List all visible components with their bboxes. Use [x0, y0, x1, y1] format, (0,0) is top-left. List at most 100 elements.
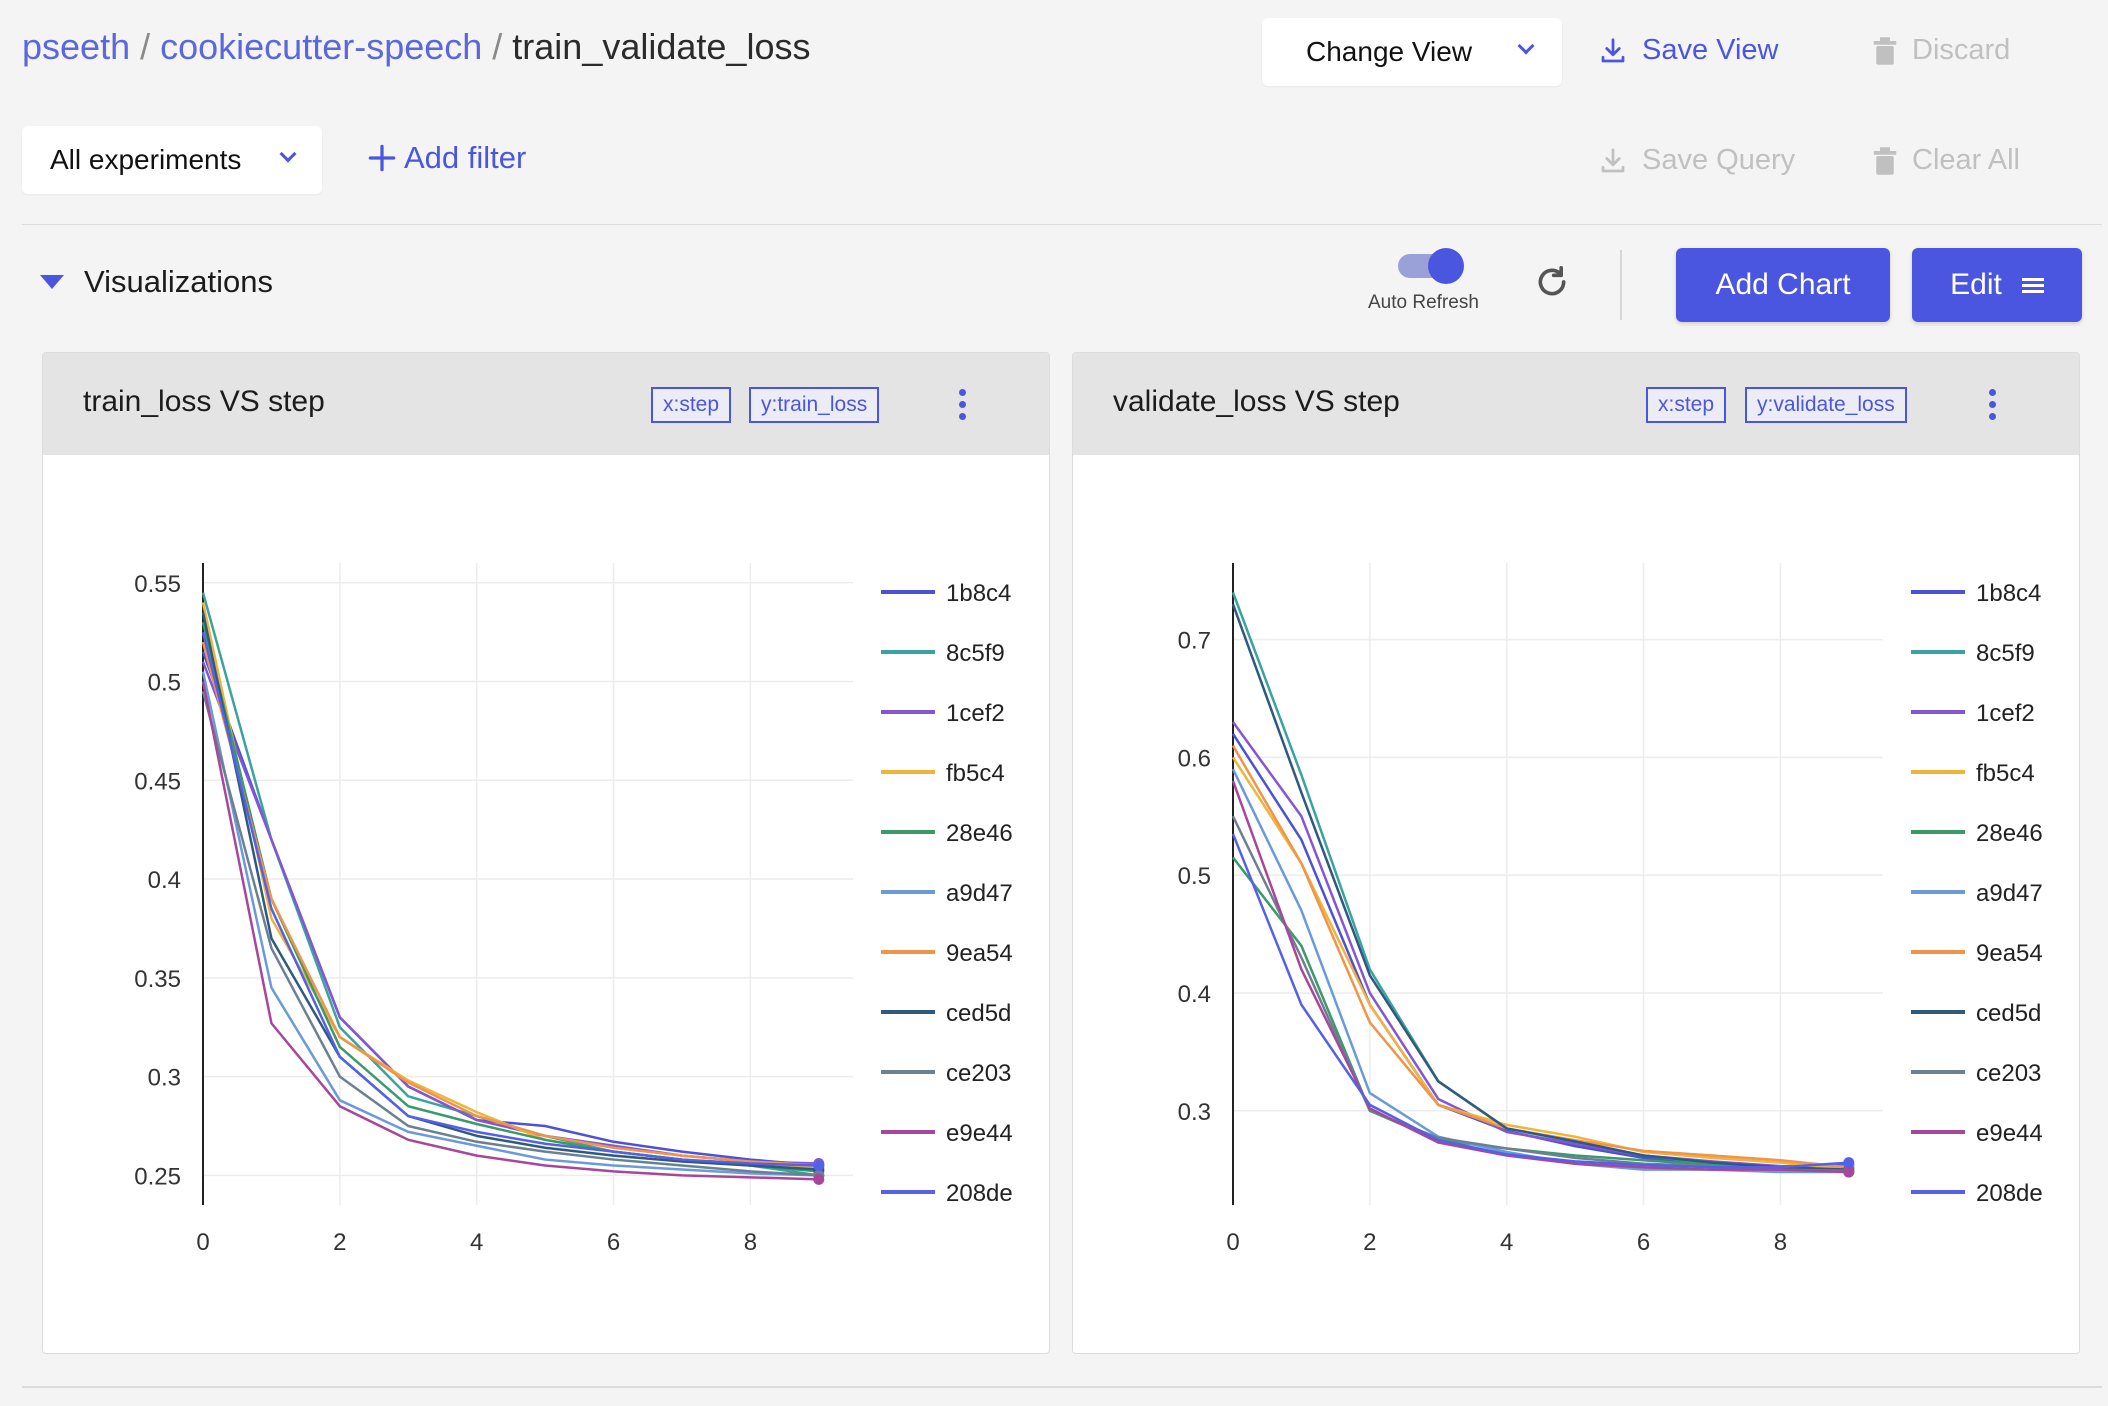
x-axis-tag[interactable]: x:step — [651, 387, 732, 423]
legend-item-8c5f9[interactable]: 8c5f9 — [1976, 640, 2035, 667]
legend-item-208de[interactable]: 208de — [1976, 1180, 2043, 1207]
x-tick-label: 8 — [1774, 1229, 1787, 1256]
series-line-e9e44[interactable] — [201, 681, 819, 1181]
change-view-select[interactable]: Change View — [1262, 18, 1562, 86]
experiments-select-label: All experiments — [50, 144, 242, 175]
visualizations-toggle[interactable]: Visualizations — [40, 264, 273, 300]
discard-button[interactable]: Discard — [1872, 34, 2010, 67]
series-line-a9d47[interactable] — [201, 671, 819, 1177]
x-tick-label: 2 — [333, 1229, 346, 1256]
series-endpoint-e9e44[interactable] — [813, 1173, 825, 1185]
toolbar-divider — [1620, 250, 1622, 320]
caret-down-icon — [40, 275, 64, 289]
x-tick-label: 0 — [196, 1229, 209, 1256]
chevron-down-icon — [279, 145, 297, 163]
edit-label: Edit — [1950, 268, 2002, 301]
legend-item-fb5c4[interactable]: fb5c4 — [946, 760, 1005, 787]
series-line-1cef2[interactable] — [201, 661, 819, 1165]
y-tick-label: 0.6 — [1178, 745, 1211, 772]
chart-card-header: train_loss VS step x:step y:train_loss — [43, 353, 1049, 455]
breadcrumb-view-name: train_validate_loss — [512, 26, 811, 67]
save-query-button[interactable]: Save Query — [1598, 144, 1795, 177]
legend-item-28e46[interactable]: 28e46 — [946, 820, 1013, 847]
toggle-knob — [1428, 248, 1464, 284]
refresh-button[interactable] — [1532, 262, 1572, 307]
series-endpoint-e9e44[interactable] — [1843, 1166, 1855, 1178]
chevron-down-icon — [1517, 37, 1535, 55]
legend-item-9ea54[interactable]: 9ea54 — [946, 940, 1013, 967]
legend-item-ced5d[interactable]: ced5d — [946, 1000, 1011, 1027]
breadcrumb: pseeth / cookiecutter-speech / train_val… — [22, 26, 810, 68]
refresh-icon — [1538, 266, 1566, 296]
clear-all-button[interactable]: Clear All — [1872, 144, 2020, 177]
chart-title: validate_loss VS step — [1113, 385, 1400, 418]
legend-item-ce203[interactable]: ce203 — [946, 1060, 1011, 1087]
legend-item-208de[interactable]: 208de — [946, 1180, 1013, 1207]
download-icon — [1601, 147, 1625, 172]
series-line-ced5d[interactable] — [1231, 603, 1849, 1171]
legend-item-ced5d[interactable]: ced5d — [1976, 1000, 2041, 1027]
x-tick-label: 0 — [1226, 1229, 1239, 1256]
auto-refresh-toggle[interactable] — [1398, 246, 1466, 286]
x-tick-label: 8 — [744, 1229, 757, 1256]
x-axis-tag[interactable]: x:step — [1646, 387, 1727, 423]
section-divider — [22, 1386, 2102, 1388]
breadcrumb-separator: / — [492, 26, 503, 67]
legend-item-9ea54[interactable]: 9ea54 — [1976, 940, 2043, 967]
plus-icon — [368, 144, 396, 172]
y-axis-tag[interactable]: y:validate_loss — [1745, 387, 1907, 423]
series-line-9ea54[interactable] — [201, 641, 819, 1167]
experiments-select[interactable]: All experiments — [22, 126, 322, 194]
kebab-menu-icon[interactable] — [959, 389, 967, 425]
legend-item-8c5f9[interactable]: 8c5f9 — [946, 640, 1005, 667]
add-filter-label: Add filter — [404, 140, 527, 175]
series-line-208de[interactable] — [1231, 833, 1849, 1169]
series-line-9ea54[interactable] — [1231, 744, 1849, 1169]
legend-item-e9e44[interactable]: e9e44 — [1976, 1120, 2043, 1147]
series-endpoint-208de[interactable] — [813, 1159, 825, 1171]
add-filter-button[interactable]: Add filter — [368, 140, 526, 176]
add-chart-button[interactable]: Add Chart — [1676, 248, 1890, 322]
legend-item-fb5c4[interactable]: fb5c4 — [1976, 760, 2035, 787]
visualizations-title: Visualizations — [84, 264, 273, 299]
series-line-28e46[interactable] — [201, 621, 819, 1173]
clear-all-label: Clear All — [1912, 144, 2020, 176]
y-tick-label: 0.45 — [134, 768, 181, 795]
y-tick-label: 0.5 — [148, 670, 181, 697]
series-line-1cef2[interactable] — [1231, 721, 1849, 1169]
series-line-e9e44[interactable] — [1231, 780, 1849, 1174]
chart-card-validate-loss: validate_loss VS step x:step y:validate_… — [1072, 352, 2080, 1354]
legend-item-a9d47[interactable]: a9d47 — [1976, 880, 2043, 907]
save-view-button[interactable]: Save View — [1598, 34, 1779, 67]
legend-item-1b8c4[interactable]: 1b8c4 — [946, 580, 1011, 607]
legend-item-ce203[interactable]: ce203 — [1976, 1060, 2041, 1087]
series-line-ce203[interactable] — [201, 691, 819, 1177]
series-line-8c5f9[interactable] — [201, 592, 819, 1177]
breadcrumb-owner-link[interactable]: pseeth — [22, 26, 131, 67]
kebab-menu-icon[interactable] — [1989, 389, 1997, 425]
series-line-fb5c4[interactable] — [1231, 756, 1849, 1171]
legend-item-1b8c4[interactable]: 1b8c4 — [1976, 580, 2041, 607]
legend-item-1cef2[interactable]: 1cef2 — [1976, 700, 2035, 727]
y-axis-tag[interactable]: y:train_loss — [749, 387, 880, 423]
legend-item-a9d47[interactable]: a9d47 — [946, 880, 1013, 907]
breadcrumb-project-link[interactable]: cookiecutter-speech — [160, 26, 483, 67]
breadcrumb-separator: / — [140, 26, 151, 67]
legend-item-e9e44[interactable]: e9e44 — [946, 1120, 1013, 1147]
validate-loss-chart: 0.3 0.4 0.5 0.6 0.7 0 2 4 6 8 1b8c4 8c5f9 1cef2 fb5c4… — [1178, 563, 2043, 1256]
section-divider — [22, 224, 2102, 225]
x-tick-label: 2 — [1363, 1229, 1376, 1256]
x-tick-label: 6 — [1637, 1229, 1650, 1256]
series-line-fb5c4[interactable] — [201, 602, 819, 1169]
series-endpoint-208de[interactable] — [1843, 1157, 1855, 1169]
legend-item-28e46[interactable]: 28e46 — [1976, 820, 2043, 847]
series-line-a9d47[interactable] — [1231, 768, 1849, 1174]
series-line-ced5d[interactable] — [201, 612, 819, 1171]
series-line-1b8c4[interactable] — [1231, 733, 1849, 1171]
edit-button[interactable]: Edit — [1912, 248, 2082, 322]
series-line-8c5f9[interactable] — [1231, 592, 1849, 1174]
y-tick-label: 0.3 — [148, 1065, 181, 1092]
legend-item-1cef2[interactable]: 1cef2 — [946, 700, 1005, 727]
series-line-28e46[interactable] — [1232, 856, 1849, 1174]
series-line-208de[interactable] — [201, 631, 819, 1167]
